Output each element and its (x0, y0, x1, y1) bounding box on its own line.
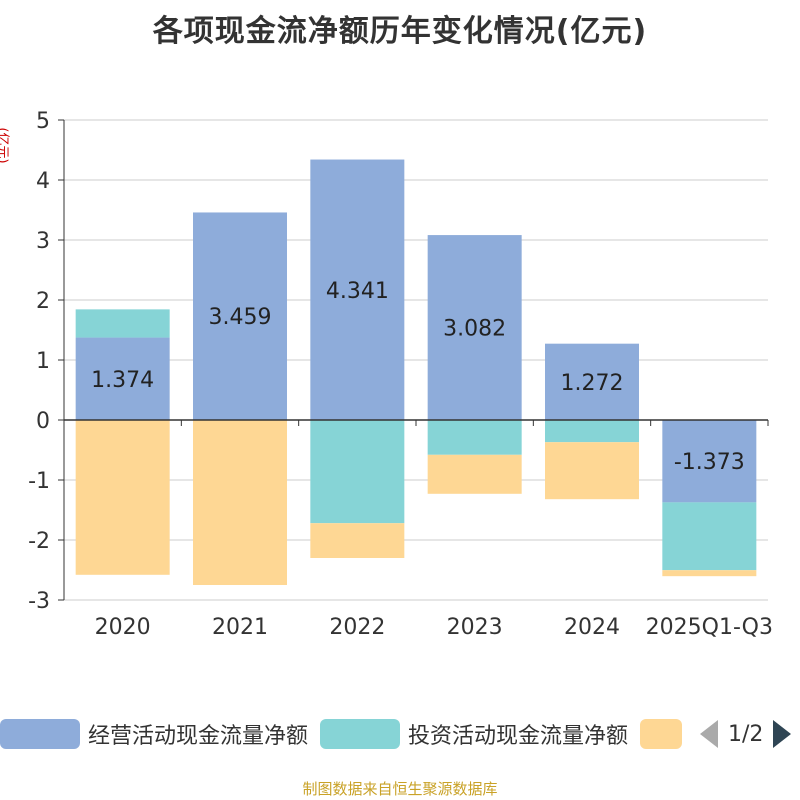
bar-financing-2021 (193, 420, 287, 585)
bar-chart: 5 4 3 2 1 0 -1 -2 -3 1.374 2020 3.459 2021 4.341 2022 3… (28, 109, 773, 640)
legend-swatch-investing (320, 719, 400, 749)
legend-item-operating[interactable]: 经营活动现金流量净额 (0, 716, 308, 752)
y-tick-label: 5 (36, 109, 50, 134)
bar-investing-2022 (310, 420, 405, 524)
legend-swatch-operating (0, 719, 80, 749)
legend-item-investing[interactable]: 投资活动现金流量净额 (320, 716, 628, 752)
data-label-operating-2021: 3.459 (209, 305, 272, 330)
data-label-operating-2020: 1.374 (91, 368, 154, 393)
next-page-icon[interactable] (773, 720, 792, 748)
bar-investing-2020 (75, 309, 170, 338)
y-tick-label: -1 (28, 469, 50, 494)
x-tick-label: 2021 (212, 615, 268, 640)
bar-operating-2025Q1-Q3 (662, 420, 757, 503)
y-tick-label: -3 (28, 589, 50, 614)
data-source-note: 制图数据来自恒生聚源数据库 (302, 780, 498, 798)
legend-label-operating: 经营活动现金流量净额 (88, 724, 309, 749)
data-label-operating-2024: 1.272 (561, 371, 624, 396)
data-label-operating-2022: 4.341 (326, 279, 389, 304)
y-tick-label: 0 (36, 409, 50, 434)
legend-page-indicator: 1/2 (728, 721, 764, 747)
bar-financing-2022 (310, 523, 405, 558)
bar-operating-2020 (75, 337, 170, 420)
legend-swatch-financing (640, 719, 682, 749)
bar-investing-2025Q1-Q3 (662, 502, 757, 571)
prev-page-icon[interactable] (700, 720, 718, 748)
y-tick-label: 4 (36, 169, 50, 194)
bar-financing-2025Q1-Q3 (662, 570, 757, 577)
y-tick-label: 2 (36, 289, 50, 314)
chart-title: 各项现金流净额历年变化情况(亿元) (152, 14, 648, 49)
y-tick-label: -2 (28, 529, 50, 554)
legend-label-investing: 投资活动现金流量净额 (408, 724, 629, 749)
bar-financing-2020 (75, 420, 170, 575)
bar-operating-2023 (427, 235, 522, 420)
data-label-operating-2023: 3.082 (443, 317, 506, 342)
bar-operating-2022 (310, 159, 405, 421)
bar-operating-2021 (193, 212, 287, 420)
x-tick-label: 2024 (564, 615, 620, 640)
bar-investing-2024 (545, 420, 639, 443)
legend-pager: 1/2 (700, 720, 792, 748)
y-tick-label: 1 (36, 349, 50, 374)
bar-operating-2024 (545, 343, 639, 420)
legend-item-financing[interactable] (640, 716, 690, 752)
legend: 经营活动现金流量净额 投资活动现金流量净额 1/2 (0, 716, 800, 752)
bar-investing-2023 (427, 420, 522, 455)
data-label-operating-2025Q1-Q3: -1.373 (674, 450, 745, 475)
x-tick-label: 2023 (447, 615, 503, 640)
y-tick-label: 3 (36, 229, 50, 254)
bar-financing-2024 (545, 442, 639, 500)
x-tick-label: 2022 (329, 615, 385, 640)
x-tick-label: 2025Q1-Q3 (646, 615, 773, 640)
bar-financing-2023 (427, 454, 522, 494)
x-tick-label: 2020 (95, 615, 151, 640)
